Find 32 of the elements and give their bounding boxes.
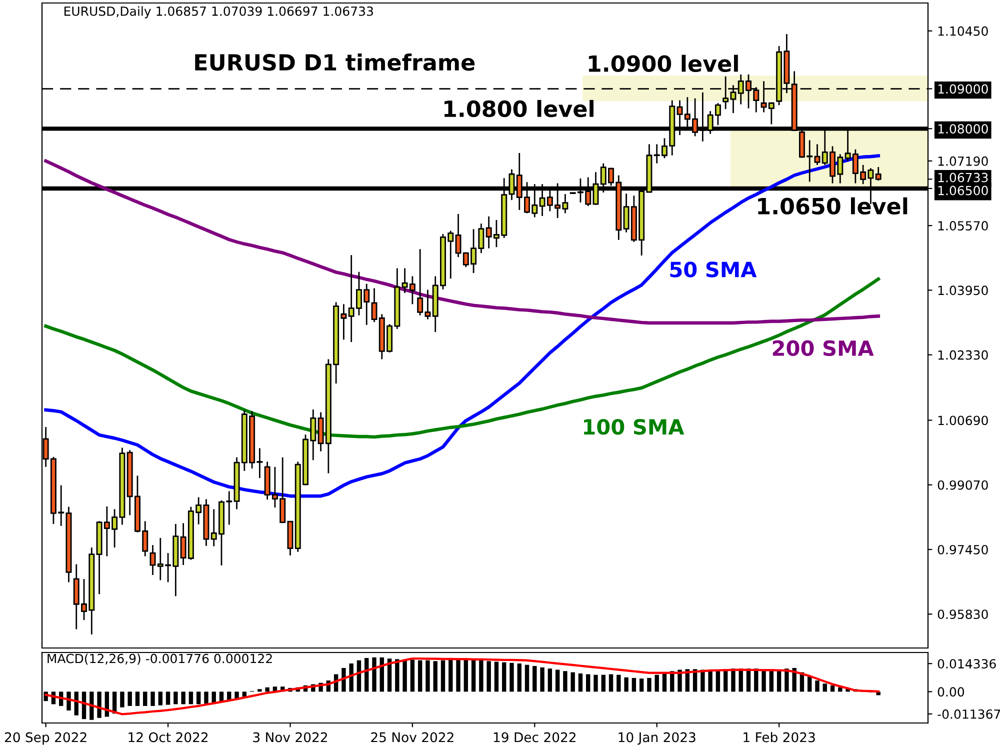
y-tick-label: 0.99070 <box>938 480 988 490</box>
x-tick-label: 20 Sep 2022 <box>4 732 86 745</box>
y-tick-label: 1.03950 <box>938 286 988 296</box>
x-tick-label: 3 Nov 2022 <box>253 732 327 742</box>
ref-line-label: 1.0650 level <box>758 197 908 215</box>
x-tick-label: 1 Feb 2023 <box>744 732 815 742</box>
y-tick-label: 1.08000 <box>938 124 988 134</box>
text: EURUSD D1 timeframe <box>195 54 475 71</box>
ref-line-label: 1.0800 level <box>444 100 594 118</box>
y-tick-label: 1.09000 <box>938 84 988 94</box>
x-tick-label: 25 Nov 2022 <box>371 732 454 742</box>
x-tick-label: 12 Oct 2022 <box>128 732 208 742</box>
y-tick-label: -0.011367 <box>938 709 1000 719</box>
chart-title: MACD(12,26,9) -0.001776 0.000122 <box>48 654 272 665</box>
series-label: 200 SMA <box>772 340 874 356</box>
y-tick-label: 0.97450 <box>938 544 988 554</box>
y-tick-label: 0.014336 <box>938 659 996 669</box>
series-label: 50 SMA <box>670 262 757 278</box>
y-tick-label: 0.00 <box>938 687 964 697</box>
series-label: 100 SMA <box>584 418 684 435</box>
y-tick-label: 1.07190 <box>938 156 988 166</box>
y-tick-label: 1.10450 <box>938 26 988 36</box>
y-tick-label: 1.06733 <box>938 172 988 182</box>
chart-title: EURUSD,Daily 1.06857 1.07039 1.06697 1.06733 <box>64 6 373 18</box>
y-tick-label: 1.06500 <box>938 186 988 196</box>
ref-line-label: 1.0900 level <box>588 54 738 72</box>
x-tick-label: 10 Jan 2023 <box>618 732 696 745</box>
y-tick-label: 1.00690 <box>938 416 988 426</box>
y-tick-label: 0.95830 <box>938 610 988 620</box>
y-tick-label: 1.05570 <box>938 221 988 231</box>
x-tick-label: 19 Dec 2022 <box>494 732 576 742</box>
y-tick-label: 1.02330 <box>938 350 988 360</box>
